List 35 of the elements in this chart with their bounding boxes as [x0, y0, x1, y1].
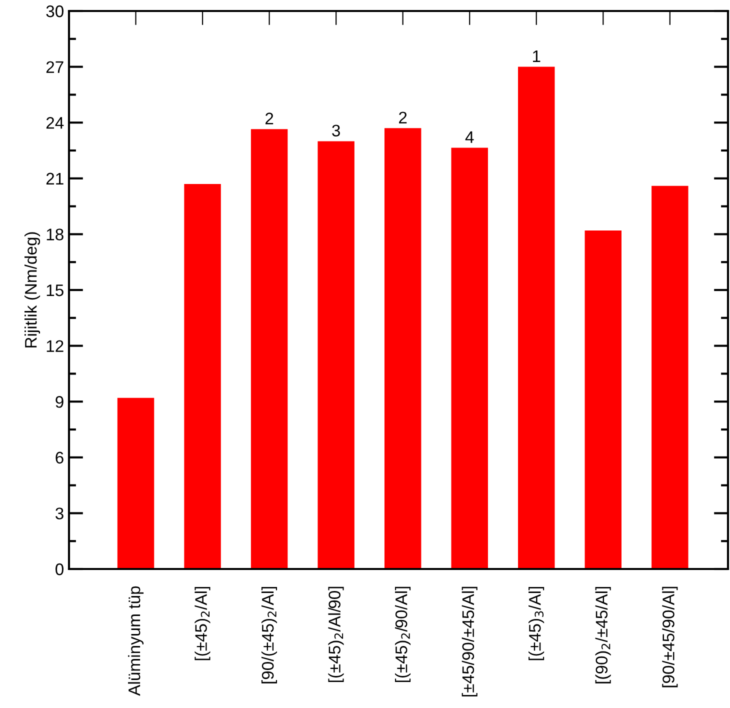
x-tick-label: [(±45)$_{2}$/Al/90]: [328, 586, 344, 682]
y-tick-label: 0: [56, 563, 64, 576]
bar: [318, 141, 354, 569]
annotation: 1: [533, 50, 540, 62]
annotation: 2: [266, 112, 274, 124]
x-tick-label: [±45/90/±45/Al]: [462, 586, 478, 696]
y-tick-label: 15: [46, 284, 64, 296]
y-tick-label: 9: [56, 396, 64, 408]
y-tick-label: 21: [46, 172, 64, 184]
bar: [184, 184, 221, 569]
y-tick-label: 30: [46, 5, 64, 18]
x-tick-label: [(±45)$_{3}$/Al]: [528, 586, 544, 660]
y-tick-label: 12: [46, 340, 64, 352]
y-tick-label: 27: [46, 61, 64, 73]
bar: [518, 66, 555, 569]
y-tick-label: 6: [56, 452, 64, 464]
annotation: 2: [399, 112, 407, 124]
x-tick-label: [(90)$_{2}$/±45/Al]: [595, 586, 611, 684]
bar: [117, 398, 154, 569]
x-tick-label: [90/±45/90/Al]: [662, 586, 678, 688]
x-tick-label: [90/(±45)$_{2}$/Al]: [261, 586, 278, 684]
bar: [584, 230, 622, 569]
annotation: 3: [332, 124, 340, 137]
bar: [652, 186, 688, 569]
y-tick-label: 24: [46, 117, 64, 129]
bar: [451, 148, 488, 569]
x-tick-label: Alüminyum tüp: [128, 586, 144, 696]
y-tick-label: 3: [56, 508, 64, 520]
bar: [384, 128, 422, 569]
x-tick-label: [(±45)$_{2}$/90/Al]: [395, 586, 411, 682]
annotation: 4: [465, 131, 474, 143]
x-tick-label: [(±45)$_{2}$/Al]: [194, 586, 210, 660]
y-axis-title: Rijitlik (Nm/deg): [24, 232, 40, 348]
bar: [250, 129, 288, 569]
y-tick-label: 18: [46, 228, 64, 240]
